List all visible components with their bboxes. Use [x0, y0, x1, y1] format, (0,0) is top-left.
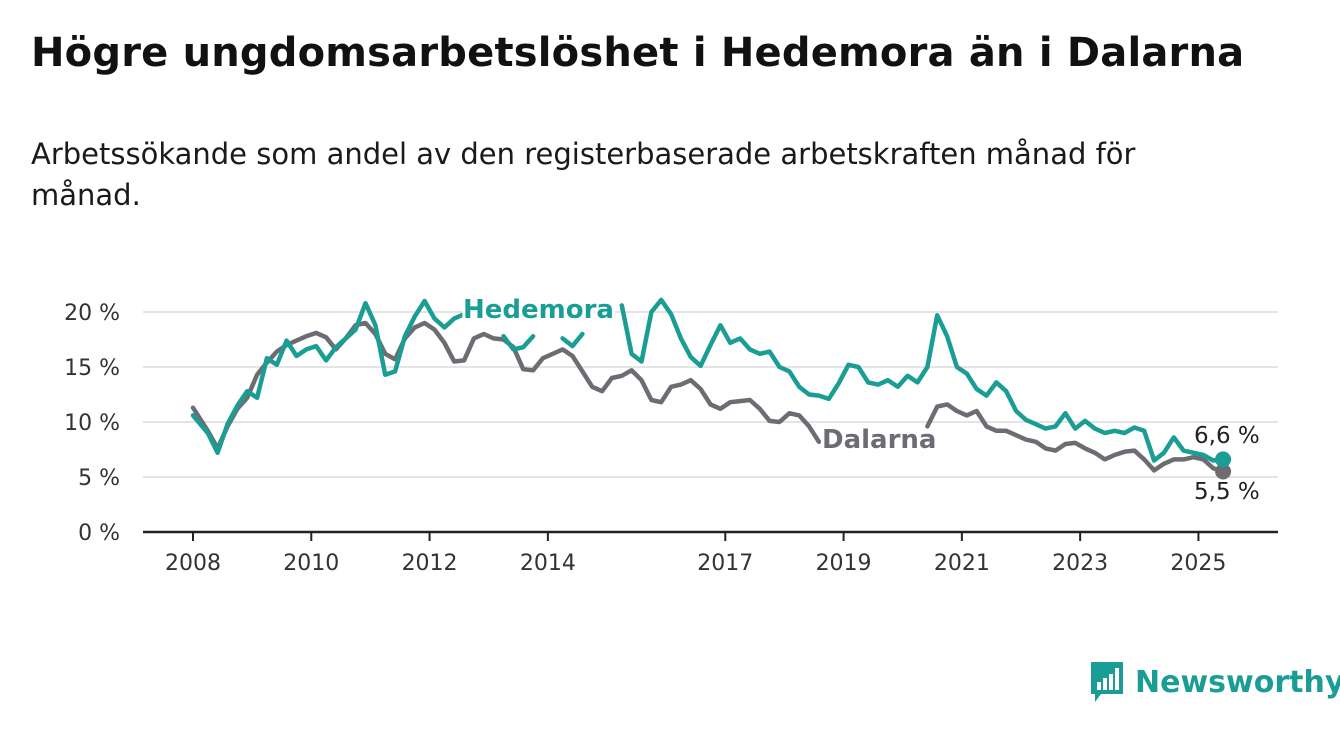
- x-tick-label: 2008: [165, 551, 221, 576]
- x-tick-label: 2014: [520, 551, 576, 576]
- y-tick-label: 5 %: [78, 466, 120, 491]
- chart-subtitle: Arbetssökande som andel av den registerb…: [31, 137, 1136, 212]
- x-tick-label: 2025: [1170, 551, 1226, 576]
- dalarna-end-point: [1215, 463, 1232, 480]
- x-tick-label: 2012: [402, 551, 458, 576]
- x-tick-label: 2017: [697, 551, 753, 576]
- hedemora-end-point: [1215, 451, 1232, 468]
- hedemora-line: [619, 297, 1226, 463]
- y-tick-label: 0 %: [78, 521, 120, 546]
- dalarna-label: Dalarna: [822, 425, 936, 455]
- chart-title: Högre ungdomsarbetslöshet i Hedemora än …: [31, 30, 1245, 76]
- y-tick-label: 15 %: [64, 356, 120, 381]
- newsworthy-logo[interactable]: Newsworthy: [1089, 660, 1340, 704]
- line-chart: 0 %5 %10 %15 %20 % 2008 2010 2012 2014 2017 2…: [64, 292, 1278, 576]
- x-tick-label: 2010: [283, 551, 339, 576]
- hedemora-end-label: 6,6 %: [1194, 423, 1260, 449]
- y-tick-label: 10 %: [64, 411, 120, 436]
- series-lines: [190, 297, 1232, 480]
- x-tick-label: 2021: [934, 551, 990, 576]
- newsworthy-icon: [1091, 662, 1123, 702]
- hedemora-line: [501, 333, 536, 352]
- x-tick-label: 2023: [1052, 551, 1108, 576]
- hedemora-line: [190, 298, 467, 456]
- x-axis-labels: 2008 2010 2012 2014 2017 2019 2021 2023 2025: [165, 551, 1226, 576]
- series-labels: Hedemora Dalarna 6,6 % 5,5 %: [460, 292, 1260, 505]
- brand-name: Newsworthy: [1135, 664, 1340, 700]
- y-axis-labels: 0 % 5 % 10 % 15 % 20 %: [64, 301, 120, 546]
- dalarna-end-label: 5,5 %: [1194, 479, 1260, 505]
- x-tick-label: 2019: [816, 551, 872, 576]
- dalarna-line: [925, 402, 1226, 474]
- hedemora-line: [560, 331, 585, 349]
- grid-lines: [143, 311, 1278, 541]
- y-tick-label: 20 %: [64, 301, 120, 326]
- hedemora-label: Hedemora: [463, 295, 614, 325]
